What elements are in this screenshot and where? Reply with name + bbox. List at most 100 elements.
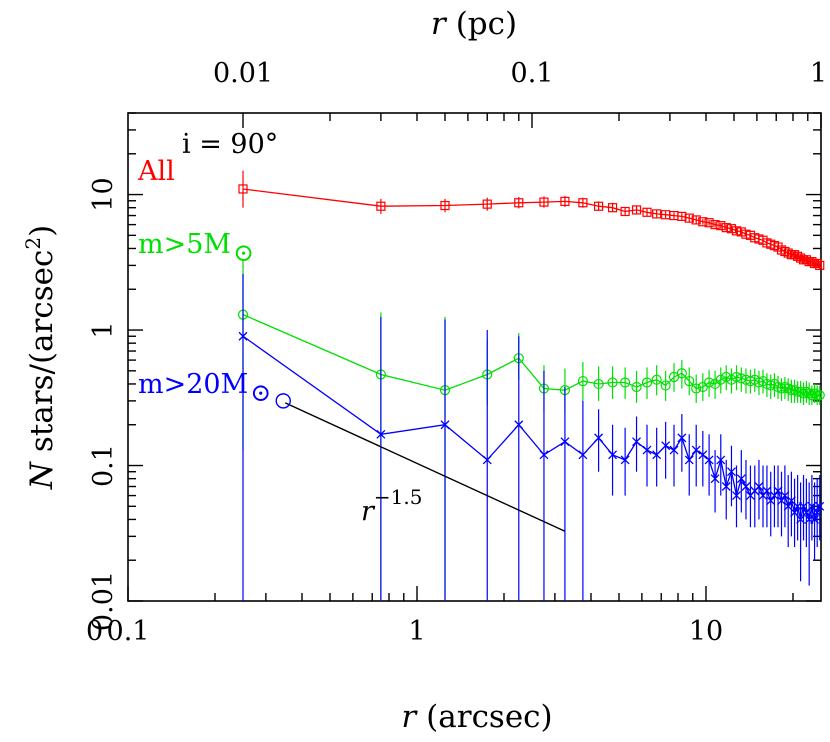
data-point xyxy=(780,491,790,501)
x-axis-title-unit: (arcsec) xyxy=(426,699,552,735)
data-point xyxy=(736,227,746,237)
y-axis-title-unit: stars/(arcsec xyxy=(24,250,60,452)
data-point xyxy=(710,220,720,230)
top-axis-title-unit: (pc) xyxy=(456,6,517,42)
data-point xyxy=(376,429,386,439)
data-point xyxy=(440,420,450,430)
x-tick-label: 1 xyxy=(408,616,425,647)
data-point xyxy=(676,368,687,379)
data-point xyxy=(642,207,652,217)
data-point xyxy=(620,377,631,388)
data-point xyxy=(652,209,662,219)
series-label-m5: m>5M⊙ xyxy=(138,229,254,267)
top-x-tick-label: 0.1 xyxy=(511,58,554,89)
data-point xyxy=(631,205,642,215)
series-3 xyxy=(238,273,825,601)
data-point xyxy=(704,218,714,228)
data-point xyxy=(815,260,825,271)
series-1 xyxy=(238,170,825,271)
data-point xyxy=(769,378,780,390)
data-point xyxy=(641,377,653,388)
data-point xyxy=(766,496,776,506)
x-axis-title-symbol: r xyxy=(401,699,418,735)
data-point xyxy=(577,375,588,387)
data-point xyxy=(677,211,687,221)
plot-frame xyxy=(127,112,822,602)
data-point xyxy=(652,450,662,460)
series-label-m20-text: m>20M xyxy=(138,369,248,400)
data-point xyxy=(539,450,549,460)
x-axis-title: r (arcsec) xyxy=(401,699,552,735)
y-axis-title-exponent: 2 xyxy=(21,237,45,250)
corner-zero-label: 0 xyxy=(86,616,103,647)
data-point xyxy=(608,450,618,460)
data-point xyxy=(815,501,825,511)
data-point xyxy=(684,455,694,465)
data-point xyxy=(560,196,570,207)
data-point xyxy=(762,486,772,496)
reference-slope xyxy=(275,393,566,532)
slope-line xyxy=(284,402,566,532)
y-axis-title: Nstars/(arcsec2) xyxy=(21,225,60,490)
data-point xyxy=(593,378,604,390)
data-point xyxy=(704,455,714,465)
data-point xyxy=(691,383,702,394)
data-point xyxy=(741,482,751,491)
data-point xyxy=(691,445,701,455)
series-label-m5-sun-symbol: ⊙ xyxy=(233,238,254,267)
data-point xyxy=(783,248,793,258)
data-point xyxy=(594,433,604,443)
data-point xyxy=(716,455,726,465)
series-label-all: All xyxy=(137,156,175,187)
data-point xyxy=(698,450,708,460)
data-point xyxy=(812,390,823,401)
series-label-all-text: All xyxy=(137,156,175,187)
series-label-m20: m>20M⊙ xyxy=(138,369,271,407)
data-point xyxy=(376,201,386,211)
slope-label-exponent: −1.5 xyxy=(374,485,423,509)
y-axis-title-symbol: N xyxy=(24,460,60,490)
slope-label: r−1.5 xyxy=(361,485,423,527)
data-point xyxy=(594,201,604,211)
slope-anchor-marker xyxy=(275,393,291,409)
top-x-tick-label: 1 xyxy=(810,58,827,89)
data-point xyxy=(698,217,708,227)
data-point xyxy=(806,390,817,401)
data-point xyxy=(238,184,248,194)
data-point xyxy=(661,441,671,451)
data-point xyxy=(238,331,248,341)
data-point xyxy=(578,198,588,208)
data-point xyxy=(809,388,820,399)
inclination-label: i = 90° xyxy=(182,129,278,160)
y-tick-label: 0.01 xyxy=(88,571,119,631)
data-point xyxy=(440,200,450,211)
series-label-m20-sun-symbol: ⊙ xyxy=(250,378,271,407)
axis-ticks xyxy=(127,112,822,602)
data-point xyxy=(607,203,618,213)
data-point xyxy=(620,455,630,465)
top-x-tick-label: 0.01 xyxy=(213,58,273,89)
data-series xyxy=(237,170,825,601)
data-point xyxy=(769,491,779,501)
data-point xyxy=(754,482,764,491)
data-point xyxy=(710,474,720,484)
data-point xyxy=(651,374,662,385)
y-tick-label: 1 xyxy=(88,321,119,338)
data-point xyxy=(632,437,642,447)
data-point xyxy=(578,450,588,460)
data-point xyxy=(732,491,741,501)
data-point xyxy=(777,496,786,506)
data-point xyxy=(703,377,715,388)
data-point xyxy=(814,390,825,401)
data-point xyxy=(812,258,822,269)
data-point xyxy=(727,467,736,477)
data-point xyxy=(804,388,815,399)
data-point xyxy=(731,226,742,236)
data-point xyxy=(691,215,701,225)
data-point xyxy=(677,433,687,443)
y-tick-label: 10 xyxy=(88,177,119,211)
data-point xyxy=(721,371,732,383)
y-tick-label: 0.1 xyxy=(88,444,119,487)
data-point xyxy=(642,445,652,455)
